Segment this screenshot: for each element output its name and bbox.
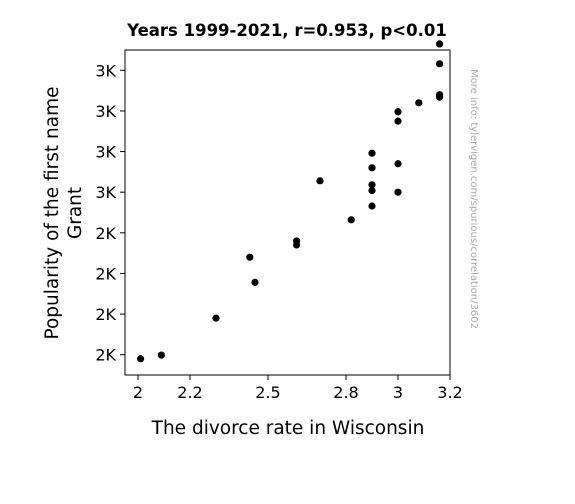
data-point (368, 181, 376, 189)
x-tick-label: 2.8 (333, 383, 358, 402)
data-point (316, 177, 324, 185)
data-point (293, 237, 301, 245)
data-point (368, 202, 376, 210)
x-tick-label: 3.2 (437, 383, 462, 402)
chart-title: Years 1999-2021, r=0.953, p<0.01 (126, 21, 447, 40)
x-tick-label: 2 (133, 383, 143, 402)
y-tick-label: 3K (95, 143, 116, 162)
data-point (368, 149, 376, 157)
data-point (436, 91, 444, 99)
data-point (394, 108, 402, 116)
y-tick-label: 2K (95, 264, 116, 283)
data-point (394, 117, 402, 125)
y-tick-label: 2K (95, 224, 116, 243)
data-point (137, 355, 145, 363)
y-axis-label-group: Popularity of the first name Grant (42, 86, 86, 339)
y-axis-label-line-1: Popularity of the first name (42, 86, 63, 339)
y-axis: 2K 2K 2K 2K 3K 3K 3K 3K (95, 61, 125, 365)
y-tick-label: 3K (95, 102, 116, 121)
x-axis-label: The divorce rate in Wisconsin (151, 418, 425, 439)
data-point (347, 216, 355, 224)
data-points (137, 40, 444, 363)
y-axis-label-line-2: Grant (65, 187, 86, 239)
x-tick-label: 2.5 (255, 383, 280, 402)
y-tick-label: 3K (95, 183, 116, 202)
x-tick-label: 3 (393, 383, 403, 402)
plot-area (124, 49, 451, 376)
watermark-group: More info: tylervigen.com/spurious/corre… (468, 69, 479, 329)
y-tick-label: 2K (95, 346, 116, 365)
x-tick-label: 2.2 (177, 383, 202, 402)
y-tick-label: 3K (95, 61, 116, 80)
data-point (394, 188, 402, 196)
data-point (212, 314, 220, 322)
x-axis: 2 2.2 2.5 2.8 3 3.2 (133, 375, 463, 402)
data-point (415, 99, 423, 107)
data-point (368, 164, 376, 172)
data-point (251, 278, 259, 286)
data-point (157, 351, 165, 359)
data-point (368, 186, 376, 195)
data-point (394, 160, 402, 168)
data-point (436, 60, 444, 68)
watermark-text: More info: tylervigen.com/spurious/corre… (468, 69, 479, 329)
data-point (246, 253, 254, 261)
y-tick-label: 2K (95, 305, 116, 324)
data-point (436, 40, 444, 48)
